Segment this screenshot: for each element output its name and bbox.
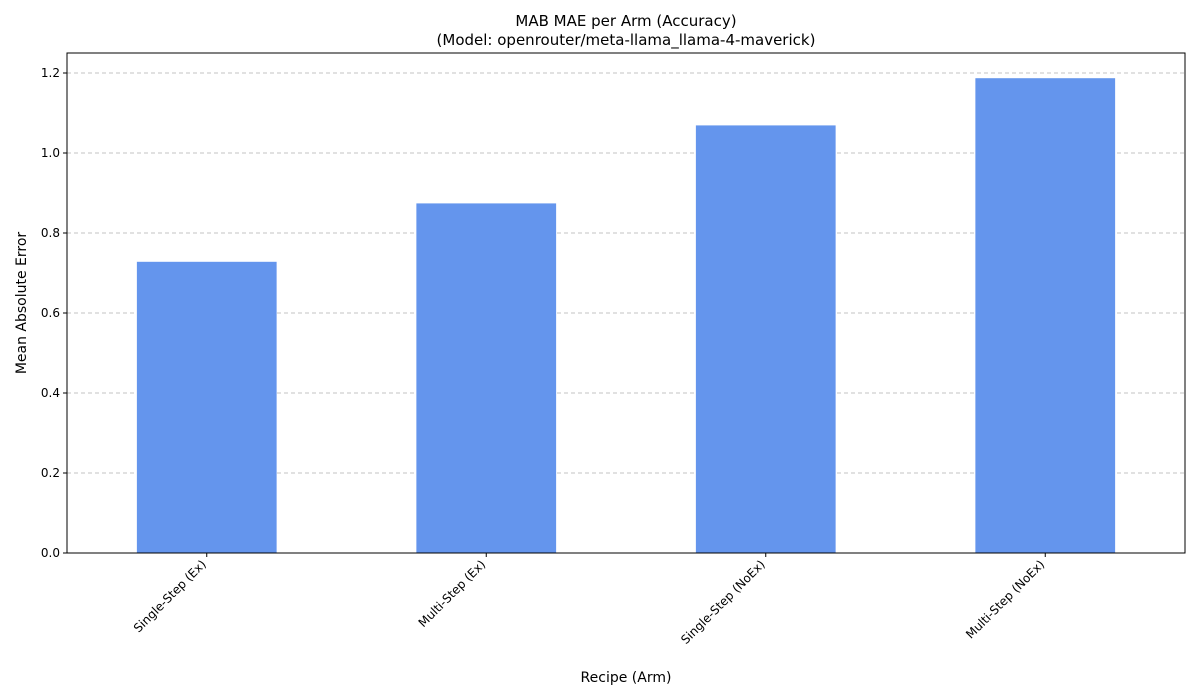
bar xyxy=(416,203,557,553)
y-tick-label: 0.0 xyxy=(41,546,60,560)
x-tick-label: Multi-Step (Ex) xyxy=(416,557,489,630)
bar xyxy=(975,78,1116,553)
bars xyxy=(136,78,1116,554)
bar xyxy=(695,125,836,554)
x-axis-ticks: Single-Step (Ex) Multi-Step (Ex) Single-St… xyxy=(131,553,1047,647)
chart-subtitle: (Model: openrouter/meta-llama_llama-4-ma… xyxy=(437,31,816,50)
y-tick-label: 0.4 xyxy=(41,386,60,400)
y-tick-label: 0.2 xyxy=(41,466,60,480)
x-axis-label: Recipe (Arm) xyxy=(581,670,672,686)
y-tick-label: 0.8 xyxy=(41,226,60,240)
x-tick-label: Multi-Step (NoEx) xyxy=(963,557,1047,641)
y-axis-ticks: 0.0 0.2 0.4 0.6 0.8 1.0 1.2 xyxy=(41,66,67,560)
chart-title: MAB MAE per Arm (Accuracy) xyxy=(515,12,736,30)
plot-frame xyxy=(66,52,1186,554)
x-tick-label: Single-Step (Ex) xyxy=(131,557,209,635)
bar xyxy=(136,261,277,553)
y-tick-label: 0.6 xyxy=(41,306,60,320)
y-tick-label: 1.0 xyxy=(41,146,60,160)
x-tick-label: Single-Step (NoEx) xyxy=(678,557,768,647)
y-tick-label: 1.2 xyxy=(41,66,60,80)
y-axis-label: Mean Absolute Error xyxy=(14,232,30,375)
